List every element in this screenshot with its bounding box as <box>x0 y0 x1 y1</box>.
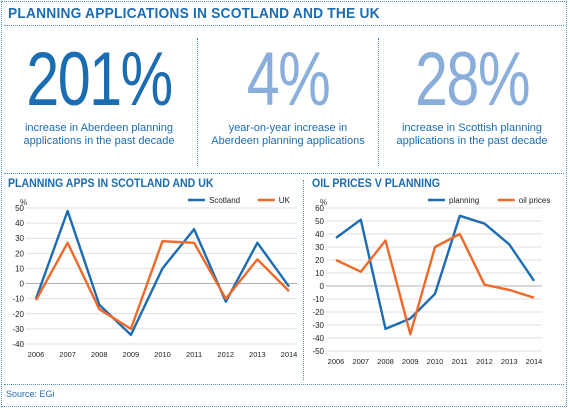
y-tick-label: 30 <box>315 243 324 252</box>
stat-divider-2 <box>378 38 379 166</box>
y-axis-unit-label: % <box>20 198 27 207</box>
source-divider <box>4 384 564 385</box>
x-tick-label: 2007 <box>59 350 76 359</box>
legend-label: planning <box>449 196 479 205</box>
y-tick-label: -40 <box>12 340 24 349</box>
x-tick-label: 2012 <box>476 357 493 366</box>
stat-value: 201% <box>26 37 173 122</box>
y-tick-label: 40 <box>315 230 324 239</box>
x-tick-label: 2009 <box>123 350 140 359</box>
title-divider <box>4 25 564 26</box>
legend-label: UK <box>279 196 291 205</box>
stat-caption-line: Aberdeen planning applications <box>211 135 365 147</box>
series-line-scotland <box>34 209 290 337</box>
legend-label: Scotland <box>209 196 240 205</box>
x-tick-label: 2014 <box>526 357 543 366</box>
y-tick-label: -10 <box>12 295 24 304</box>
y-tick-label: 0 <box>20 280 25 289</box>
y-tick-label: 50 <box>315 217 324 226</box>
main-title: PLANNING APPLICATIONS IN SCOTLAND AND TH… <box>8 5 380 22</box>
stat-aberdeen-yoy: 4% year-on-year increase in Aberdeen pla… <box>200 42 376 148</box>
x-tick-label: 2011 <box>186 350 202 359</box>
x-tick-label: 2006 <box>28 350 45 359</box>
stat-aberdeen-decade: 201% increase in Aberdeen planning appli… <box>4 42 194 148</box>
y-tick-label: 50 <box>15 204 24 213</box>
y-tick-label: -40 <box>312 334 324 343</box>
x-tick-label: 2010 <box>154 350 171 359</box>
y-tick-label: -30 <box>12 325 24 334</box>
x-tick-label: 2013 <box>249 350 266 359</box>
chart-title-planning-apps: PLANNING APPS IN SCOTLAND AND UK <box>8 178 214 190</box>
x-tick-label: 2013 <box>501 357 518 366</box>
x-tick-label: 2012 <box>217 350 234 359</box>
x-tick-label: 2008 <box>377 357 394 366</box>
series-line-oil-prices <box>335 232 535 336</box>
x-tick-label: 2006 <box>328 357 345 366</box>
stats-divider <box>4 173 564 174</box>
y-tick-label: 30 <box>15 234 24 243</box>
y-tick-label: -30 <box>312 321 324 330</box>
x-tick-label: 2009 <box>402 357 419 366</box>
stat-scotland-decade: 28% increase in Scottish planning applic… <box>380 42 564 148</box>
y-tick-label: 20 <box>315 256 324 265</box>
legend-label: oil prices <box>519 196 551 205</box>
series-line-planning <box>335 214 535 331</box>
y-tick-label: 10 <box>15 264 24 273</box>
y-tick-label: 10 <box>315 269 324 278</box>
stat-caption-line: year-on-year increase in <box>228 122 348 134</box>
stat-value: 28% <box>415 37 531 122</box>
charts-divider <box>303 180 304 380</box>
y-tick-label: 20 <box>15 249 24 258</box>
y-tick-label: -20 <box>312 308 324 317</box>
y-tick-label: -10 <box>312 295 324 304</box>
y-axis-unit-label: % <box>320 198 327 207</box>
y-tick-label: 0 <box>320 282 325 291</box>
stat-value: 4% <box>246 37 331 122</box>
x-tick-label: 2010 <box>427 357 444 366</box>
y-tick-label: -50 <box>312 347 324 356</box>
source-note: Source: EGi <box>6 389 55 399</box>
stat-caption-line: applications in the past decade <box>396 135 548 147</box>
y-tick-label: 40 <box>15 219 24 228</box>
x-tick-label: 2007 <box>352 357 369 366</box>
stat-divider-1 <box>197 38 198 166</box>
x-tick-label: 2011 <box>452 357 468 366</box>
x-tick-label: 2014 <box>281 350 298 359</box>
y-tick-label: -20 <box>12 310 24 319</box>
stat-caption-line: applications in the past decade <box>23 135 175 147</box>
x-tick-label: 2008 <box>91 350 108 359</box>
y-tick-label: 60 <box>315 204 324 213</box>
series-line-uk <box>34 240 290 331</box>
stat-caption-line: increase in Aberdeen planning <box>24 122 173 134</box>
stat-caption-line: increase in Scottish planning <box>401 122 543 134</box>
chart-title-oil-prices: OIL PRICES V PLANNING <box>312 178 440 190</box>
